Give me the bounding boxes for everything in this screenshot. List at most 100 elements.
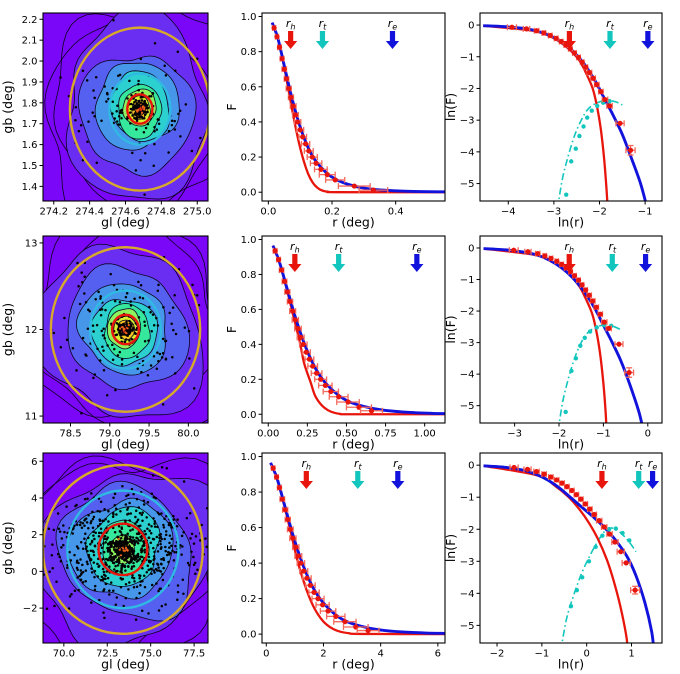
- data-marker: [554, 477, 560, 483]
- star-dot: [114, 550, 117, 553]
- star-dot: [114, 333, 118, 337]
- data-marker: [587, 506, 593, 512]
- radius-circle-r_h: [97, 522, 149, 577]
- data-point: [508, 247, 519, 254]
- y-tick-label: 0.8: [241, 488, 257, 499]
- data-point: [559, 480, 565, 487]
- star-dot: [129, 535, 132, 539]
- star-dot: [147, 339, 150, 342]
- panel-map-3: 70.0 72.5 75.0 77.5 −2 0 2 4 6 gl (deg) gb (deg): [0, 452, 224, 672]
- y-tick-label: −5: [460, 621, 475, 632]
- star-dot: [80, 526, 84, 530]
- star-dot: [137, 89, 140, 92]
- data-point: [276, 44, 283, 51]
- star-dot: [125, 542, 128, 546]
- x-axis-label: r (deg): [332, 215, 374, 230]
- core-star-dot: [141, 106, 144, 109]
- panel-log-3: rh rt re −2 −1 0 1 0 −1 −2 −3 −4 −5 ln(r) ln(F): [443, 452, 663, 672]
- star-dot: [120, 336, 123, 340]
- star-dot: [170, 119, 174, 122]
- star-dot: [149, 567, 152, 571]
- data-marker: [525, 249, 531, 255]
- x-tick-label: 79.0: [99, 429, 121, 440]
- star-dot: [142, 131, 146, 134]
- star-dot: [122, 543, 126, 547]
- star-dot: [121, 577, 125, 581]
- axes-map-3: 70.0 72.5 75.0 77.5 −2 0 2 4 6 gl (deg) gb (deg): [0, 452, 209, 672]
- data-marker: [602, 96, 608, 103]
- star-dot: [156, 289, 160, 293]
- arrow-r-t: rt: [315, 17, 330, 49]
- star-dot: [135, 536, 138, 540]
- star-dot: [155, 569, 159, 572]
- core-star-dot: [143, 106, 146, 109]
- star-dot: [128, 339, 131, 342]
- y-tick-label: 2: [31, 530, 37, 541]
- data-point: [291, 111, 299, 118]
- star-dot: [193, 561, 197, 565]
- data-point: [289, 308, 297, 315]
- x-tick-label: 70.0: [53, 649, 75, 660]
- y-tick-label: −4: [460, 147, 475, 158]
- arrow-label-r-t: rt: [635, 457, 644, 472]
- star-dot: [125, 291, 129, 295]
- star-dot: [106, 576, 110, 580]
- y-tick-label: 2.1: [22, 36, 38, 47]
- star-dot: [139, 574, 142, 578]
- data-marker: [368, 408, 375, 414]
- star-dot: [156, 550, 160, 553]
- data-point: [586, 292, 593, 299]
- star-dot: [90, 539, 94, 543]
- x-tick-label: 75.0: [140, 649, 162, 660]
- arrow-icon-blue: [410, 254, 424, 272]
- star-dot: [153, 520, 157, 523]
- map-content-map-3: [43, 453, 224, 643]
- data-marker: [284, 289, 290, 295]
- star-dot: [133, 100, 136, 104]
- star-dot: [221, 531, 224, 534]
- star-dot: [59, 560, 63, 563]
- star-dot: [132, 351, 136, 355]
- star-dot: [60, 537, 64, 540]
- star-dot: [104, 574, 107, 578]
- star-dot: [103, 616, 106, 620]
- king-model-curve: [483, 247, 608, 423]
- star-dot: [133, 116, 136, 120]
- star-dot: [92, 553, 96, 557]
- data-point: [533, 27, 540, 34]
- star-dot: [180, 553, 183, 556]
- data-point: [523, 466, 532, 473]
- data-point: [306, 154, 319, 161]
- star-dot: [174, 544, 177, 548]
- star-dot: [172, 559, 176, 562]
- y-tick-label: −2: [460, 525, 475, 536]
- star-dot: [90, 601, 93, 604]
- star-dot: [103, 507, 106, 511]
- star-dot: [129, 529, 132, 532]
- data-point: [582, 500, 589, 507]
- data-marker: [336, 394, 342, 400]
- star-dot: [146, 564, 150, 567]
- star-dot: [89, 542, 92, 546]
- star-dot: [79, 578, 83, 581]
- star-dot: [87, 553, 91, 557]
- star-dot: [124, 295, 128, 299]
- star-dot: [176, 50, 180, 54]
- star-dot: [120, 358, 124, 361]
- axes-frame-log-2: [479, 235, 663, 424]
- star-dot: [137, 100, 141, 103]
- star-dot: [165, 553, 169, 557]
- star-dot: [119, 537, 123, 540]
- star-dot: [153, 125, 156, 129]
- star-dot: [176, 584, 180, 587]
- star-dot: [152, 164, 155, 168]
- star-dot: [128, 327, 132, 330]
- star-dot: [170, 123, 174, 127]
- star-dot: [134, 98, 138, 102]
- data-marker: [583, 64, 589, 70]
- star-dot: [189, 537, 192, 540]
- radius-circle-r_e: [49, 246, 202, 413]
- arrow-label-r-e: re: [412, 240, 422, 255]
- star-dot: [79, 540, 83, 544]
